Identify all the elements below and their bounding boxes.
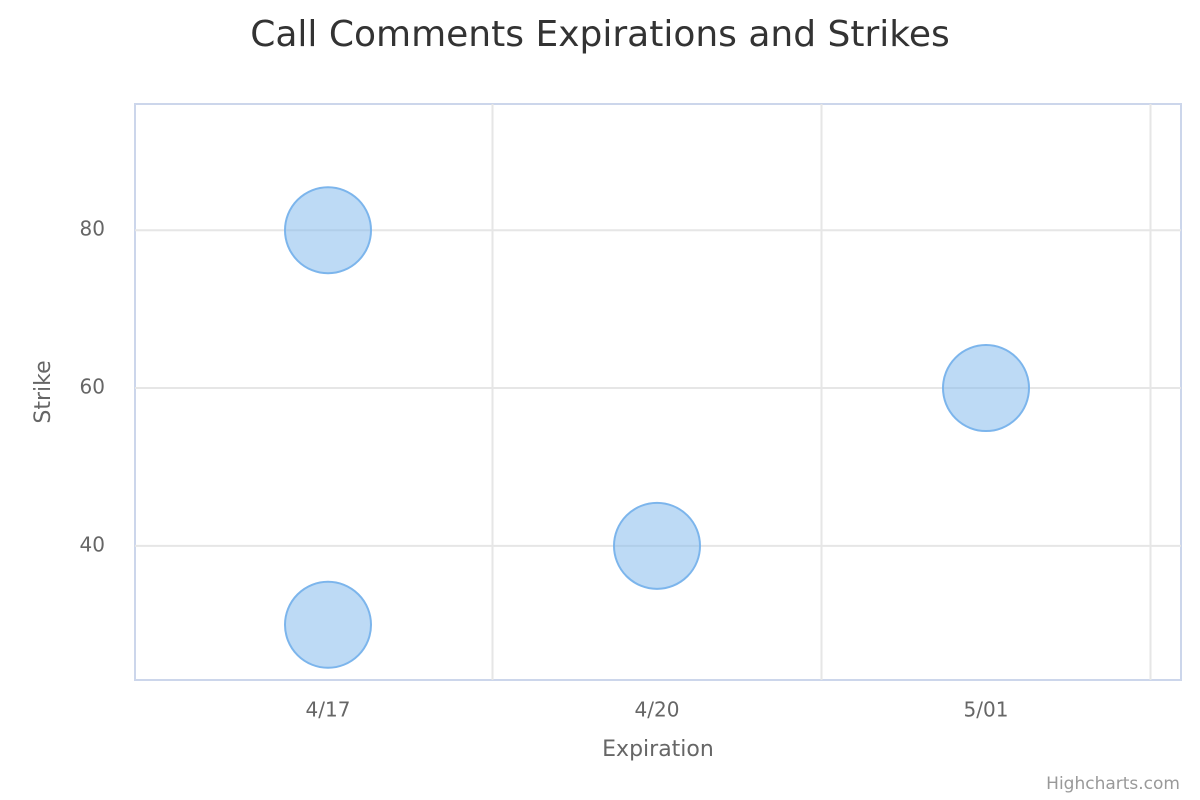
- credits: Highcharts.com: [1046, 774, 1180, 794]
- x-tick-label: 5/01: [964, 698, 1009, 722]
- x-tick-label: 4/20: [635, 698, 680, 722]
- x-tick-label: 4/17: [306, 698, 351, 722]
- y-tick-label: 40: [80, 532, 105, 556]
- bubble: [284, 580, 372, 669]
- y-tick-label: 80: [80, 217, 105, 241]
- bubble: [942, 344, 1030, 433]
- y-tick-label: 60: [80, 375, 105, 399]
- bubble: [284, 186, 372, 275]
- chart-title: Call Comments Expirations and Strikes: [250, 14, 950, 55]
- y-axis-title: Strike: [31, 360, 56, 423]
- bubble: [613, 501, 701, 590]
- plot-border: [134, 103, 1182, 681]
- x-axis-title: Expiration: [602, 737, 714, 762]
